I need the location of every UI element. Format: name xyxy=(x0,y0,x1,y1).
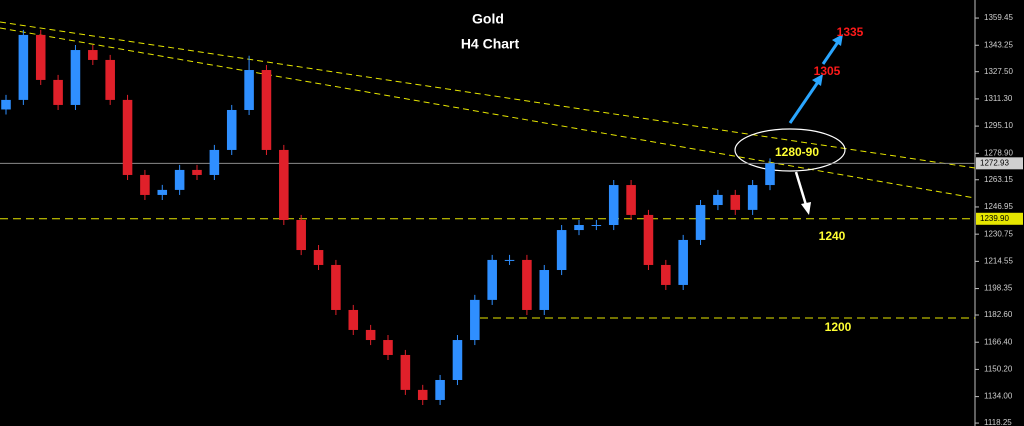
y-tick-label: 1230.75 xyxy=(984,229,1013,238)
candle-body xyxy=(157,189,168,195)
candle-body xyxy=(487,259,497,300)
candle-body xyxy=(174,169,185,190)
candle-body xyxy=(18,34,29,100)
annotation: 1240 xyxy=(819,229,846,243)
annotation: 1200 xyxy=(825,320,852,334)
candle-body xyxy=(35,34,46,80)
y-tick-label: 1295.10 xyxy=(984,121,1013,130)
candle-body xyxy=(1,99,11,110)
candle-body xyxy=(608,185,619,226)
price-label: 1239.90 xyxy=(980,214,1009,223)
candle-body xyxy=(765,163,775,186)
y-tick-label: 1214.55 xyxy=(984,256,1013,265)
y-tick-label: 1278.90 xyxy=(984,148,1013,157)
candle-body xyxy=(522,259,532,310)
candle-body xyxy=(574,225,584,231)
candle-body xyxy=(556,230,567,271)
annotation: 1280-90 xyxy=(775,145,819,159)
price-label: 1272.93 xyxy=(980,158,1009,167)
y-tick-label: 1198.35 xyxy=(984,284,1013,293)
chart-title: Gold xyxy=(472,11,504,27)
candle-body xyxy=(261,70,272,150)
arrow-head xyxy=(832,34,843,46)
y-tick-label: 1166.40 xyxy=(984,337,1013,346)
candle-body xyxy=(244,70,254,110)
candle-body xyxy=(730,194,741,210)
y-tick-label: 1263.15 xyxy=(984,175,1013,184)
candle-body xyxy=(296,219,306,251)
candle-body xyxy=(452,340,463,380)
candle-body xyxy=(383,340,393,355)
candle-body xyxy=(331,264,341,310)
candle-body xyxy=(435,379,445,400)
candle-body xyxy=(661,264,671,285)
y-tick-label: 1246.95 xyxy=(984,202,1013,211)
arrow xyxy=(821,41,840,65)
annotation: 1335 xyxy=(837,25,864,39)
candle-body xyxy=(695,205,706,240)
arrow-head xyxy=(812,74,823,86)
candle-body xyxy=(105,59,115,100)
candle-body xyxy=(140,174,150,195)
candle-body xyxy=(279,149,289,220)
y-tick-label: 1359.45 xyxy=(984,13,1013,22)
y-tick-label: 1134.00 xyxy=(984,392,1013,401)
candle-body xyxy=(88,50,98,60)
trend-line xyxy=(0,21,976,169)
candle-body xyxy=(313,250,324,265)
y-tick-label: 1327.50 xyxy=(984,67,1013,76)
price-label-box xyxy=(976,212,1023,225)
highlight-ellipse xyxy=(734,128,846,172)
candle-body xyxy=(348,309,359,330)
candle-body xyxy=(539,270,550,310)
y-tick-label: 1182.60 xyxy=(984,310,1013,319)
candle-body xyxy=(713,194,723,206)
candle-body xyxy=(70,50,81,105)
y-tick-label: 1343.25 xyxy=(984,40,1013,49)
arrow-head xyxy=(801,202,811,215)
candle-body xyxy=(192,169,202,175)
arrow xyxy=(788,81,820,124)
y-tick-label: 1311.30 xyxy=(984,94,1013,103)
candle-body xyxy=(53,79,63,105)
candle-body xyxy=(643,214,654,265)
candle-body xyxy=(591,225,602,227)
candle-body xyxy=(400,354,411,390)
candle-body xyxy=(470,299,480,341)
candle-body xyxy=(365,329,376,341)
arrow xyxy=(794,171,808,206)
price-label-box xyxy=(976,157,1023,170)
candle-body xyxy=(122,99,133,175)
candle-body xyxy=(747,185,758,210)
candle-body xyxy=(417,389,428,400)
chart-subtitle: H4 Chart xyxy=(461,36,520,52)
candle-body xyxy=(226,109,237,150)
candle-body xyxy=(209,149,220,175)
annotation: 1305 xyxy=(814,64,841,78)
plot: 1359.45 1343.25 1327.50 1311.30 1295.10 1278.… xyxy=(0,13,1023,426)
y-tick-label: 1150.20 xyxy=(984,365,1013,374)
y-tick-label: 1118.25 xyxy=(984,418,1012,426)
candle-body xyxy=(678,239,688,285)
candle-body xyxy=(626,185,636,215)
candle-body xyxy=(504,259,515,261)
